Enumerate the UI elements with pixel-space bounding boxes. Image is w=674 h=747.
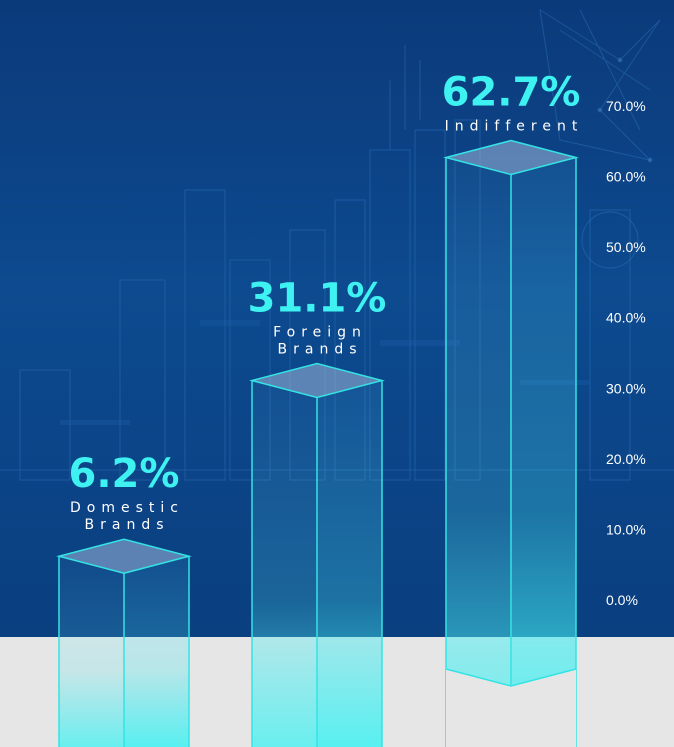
y-tick-label: 50.0%: [606, 239, 646, 255]
value-label: 62.7%: [442, 70, 581, 116]
category-label: Domestic: [70, 500, 184, 516]
category-label: Indifferent: [445, 119, 584, 135]
bars-group: [56, 139, 579, 747]
category-label: Brands: [85, 517, 170, 533]
y-axis: 0.0% 10.0% 20.0% 30.0% 40.0% 50.0% 60.0% 70.0%: [606, 98, 646, 608]
y-tick-label: 70.0%: [606, 98, 646, 114]
bar-base-edge: [445, 668, 577, 687]
bar: [56, 538, 192, 747]
y-tick-label: 20.0%: [606, 451, 646, 467]
bar-labels: 6.2%DomesticBrands31.1%ForeignBrands62.7…: [69, 70, 584, 534]
bar-base-cutout: [446, 669, 576, 747]
value-label: 6.2%: [69, 451, 180, 497]
bar: [443, 139, 579, 747]
y-tick-label: 40.0%: [606, 310, 646, 326]
y-tick-label: 60.0%: [606, 169, 646, 185]
category-label: Foreign: [273, 325, 367, 341]
category-label: Brands: [278, 342, 363, 358]
y-tick-label: 10.0%: [606, 521, 646, 537]
bar: [249, 362, 385, 747]
value-label: 31.1%: [248, 276, 387, 322]
y-tick-label: 30.0%: [606, 380, 646, 396]
y-tick-label: 0.0%: [606, 592, 638, 608]
